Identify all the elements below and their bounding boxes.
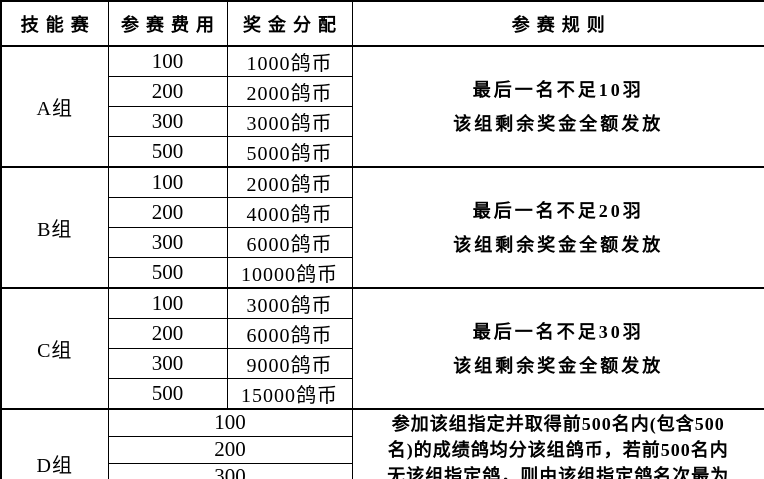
prize-cell: 4000鸽币 — [226, 197, 353, 228]
table-row: 200 2000鸽币 — [1, 76, 764, 107]
group-b-label: B组 — [0, 166, 109, 289]
table-header-row: 技能赛 参赛费用 奖金分配 参赛规则 — [0, 0, 764, 47]
table-row: D组 100 参加该组指定并取得前500名内(包含500 名)的成绩鸽均分该组鸽… — [0, 408, 764, 479]
fee-cell: 300 — [107, 227, 228, 258]
fee-cell: 500 — [107, 257, 228, 289]
fee-cell: 200 — [107, 318, 228, 349]
table-row: 500 10000鸽币 — [1, 257, 764, 289]
rule-line: 该组剩余奖金全额发放 — [453, 355, 664, 376]
header-skill-competition: 技能赛 — [0, 0, 109, 47]
rule-line: 参加该组指定并取得前500名内(包含500 — [391, 414, 725, 434]
header-competition-rules: 参赛规则 — [351, 0, 764, 47]
prize-cell: 3000鸽币 — [226, 106, 353, 137]
prize-cell: 10000鸽币 — [226, 257, 353, 289]
rule-line: 名)的成绩鸽均分该组鸽币，若前500名内 — [387, 440, 729, 460]
prize-cell: 3000鸽币 — [226, 287, 353, 319]
prize-cell: 2000鸽币 — [226, 76, 353, 107]
table-row: A组 100 1000鸽币 最后一名不足10羽 该组剩余奖金全额发放 — [0, 45, 764, 168]
table-row: 300 6000鸽币 — [1, 227, 764, 258]
group-c-label: C组 — [0, 287, 109, 410]
group-d-label: D组 — [0, 408, 109, 479]
rule-line: 最后一名不足10羽 — [472, 79, 644, 100]
header-entry-fee: 参赛费用 — [107, 0, 228, 47]
table-row: 500 15000鸽币 — [1, 378, 764, 410]
fee-cell: 300 — [107, 462, 353, 479]
fee-cell: 200 — [107, 197, 228, 228]
prize-cell: 5000鸽币 — [226, 136, 353, 168]
group-c-rule: 最后一名不足30羽 该组剩余奖金全额发放 — [351, 287, 764, 410]
fee-cell: 100 — [107, 408, 353, 437]
rule-line: 该组剩余奖金全额发放 — [453, 234, 664, 255]
table-row: B组 100 2000鸽币 最后一名不足20羽 该组剩余奖金全额发放 — [0, 166, 764, 289]
prize-cell: 6000鸽币 — [226, 227, 353, 258]
table-row: 200 6000鸽币 — [1, 318, 764, 349]
fee-cell: 500 — [107, 136, 228, 168]
fee-cell: 100 — [107, 45, 228, 77]
table-row: C组 100 3000鸽币 最后一名不足30羽 该组剩余奖金全额发放 — [0, 287, 764, 410]
fee-cell: 300 — [107, 348, 228, 379]
fee-cell: 500 — [107, 378, 228, 410]
table-row: 300 — [1, 462, 764, 479]
group-b-rule: 最后一名不足20羽 该组剩余奖金全额发放 — [351, 166, 764, 289]
rule-line: 无该组指定鸽，则由该组指定鸽名次最为 — [387, 466, 730, 479]
fee-cell: 200 — [107, 76, 228, 107]
group-d-rule: 参加该组指定并取得前500名内(包含500 名)的成绩鸽均分该组鸽币，若前500… — [351, 408, 764, 479]
fee-cell: 200 — [107, 435, 353, 464]
table-row: 200 — [1, 435, 764, 464]
rule-line: 最后一名不足20羽 — [472, 200, 644, 221]
fee-cell: 100 — [107, 287, 228, 319]
fee-cell: 300 — [107, 106, 228, 137]
group-a-rule: 最后一名不足10羽 该组剩余奖金全额发放 — [351, 45, 764, 168]
rule-line: 该组剩余奖金全额发放 — [453, 113, 664, 134]
table-row: 500 5000鸽币 — [1, 136, 764, 168]
prize-cell: 9000鸽币 — [226, 348, 353, 379]
prize-cell: 1000鸽币 — [226, 45, 353, 77]
prize-cell: 6000鸽币 — [226, 318, 353, 349]
prize-cell: 2000鸽币 — [226, 166, 353, 198]
rule-line: 最后一名不足30羽 — [472, 321, 644, 342]
fee-cell: 100 — [107, 166, 228, 198]
table-row: 300 9000鸽币 — [1, 348, 764, 379]
prize-cell: 15000鸽币 — [226, 378, 353, 410]
table-row: 300 3000鸽币 — [1, 106, 764, 137]
group-a-label: A组 — [0, 45, 109, 168]
header-prize-distribution: 奖金分配 — [226, 0, 353, 47]
